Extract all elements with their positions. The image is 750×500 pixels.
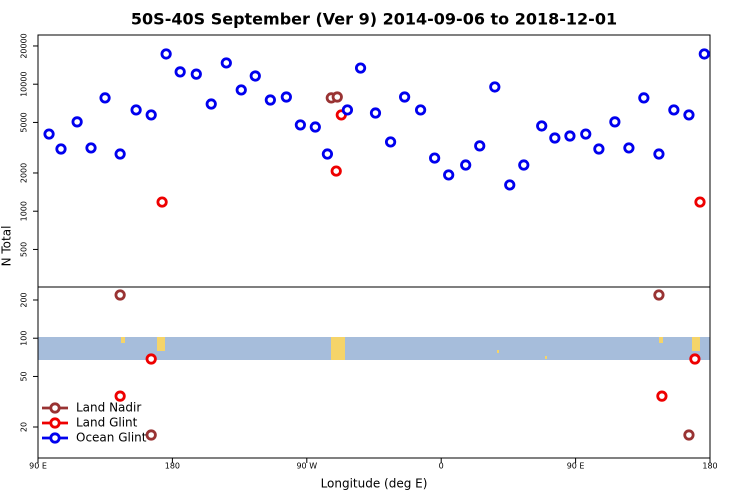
y-tick-label: 5000: [20, 112, 29, 132]
point: [414, 104, 427, 116]
x-tick-label: 90 W: [296, 462, 317, 471]
point: [623, 142, 635, 154]
y-tick-label: 50: [20, 371, 29, 381]
point: [160, 48, 172, 60]
point: [683, 429, 695, 441]
y-tick-label: 200: [20, 292, 29, 307]
point: [429, 152, 441, 164]
point: [55, 143, 67, 155]
x-tick-label: 0: [439, 462, 444, 471]
legend-marker: [49, 432, 61, 444]
point: [114, 148, 126, 160]
point: [220, 57, 232, 69]
point: [399, 91, 411, 103]
point: [460, 159, 472, 171]
point: [638, 92, 650, 104]
point: [43, 128, 55, 140]
point: [114, 289, 126, 301]
chart-title: 50S-40S September (Ver 9) 2014-09-06 to …: [131, 10, 617, 29]
point: [474, 140, 486, 152]
legend-label: Ocean Glint: [76, 431, 147, 445]
x-axis-label: Longitude (deg E): [321, 477, 428, 491]
point: [71, 116, 83, 128]
point: [668, 104, 680, 116]
point: [130, 104, 142, 116]
point: [653, 289, 665, 301]
y-tick-label: 500: [20, 242, 29, 257]
point: [330, 165, 342, 177]
point: [504, 179, 516, 191]
y-axis-label: N Total: [0, 226, 14, 267]
y-tick-label: 10000: [20, 71, 29, 96]
point: [683, 109, 695, 121]
y-tick-label: 1000: [20, 201, 29, 221]
point: [156, 196, 168, 208]
point: [656, 390, 668, 402]
ocean-band: [38, 337, 710, 360]
point: [99, 92, 111, 104]
point: [331, 91, 343, 103]
x-tick-label: 90 E: [567, 462, 585, 471]
y-tick-label: 100: [20, 331, 29, 346]
x-tick-label: 180: [165, 462, 180, 471]
point: [384, 136, 397, 148]
point: [698, 48, 710, 60]
point: [549, 132, 561, 144]
land-patches: [121, 337, 700, 360]
point: [145, 429, 157, 441]
point: [593, 143, 605, 155]
point: [518, 159, 530, 171]
point: [580, 128, 592, 140]
point: [235, 84, 247, 96]
point: [489, 81, 501, 93]
point: [280, 91, 292, 103]
point: [309, 121, 321, 133]
point: [205, 98, 217, 110]
legend-label: Land Glint: [76, 416, 138, 430]
point: [369, 107, 382, 119]
y-tick-label: 20000: [20, 33, 29, 58]
plot-frame: [37, 34, 711, 459]
x-tick-label: 90 E: [29, 462, 47, 471]
point: [653, 148, 665, 160]
point: [609, 116, 621, 128]
legend-label: Land Nadir: [76, 401, 141, 415]
legend-marker: [49, 402, 61, 414]
point: [145, 353, 157, 365]
point: [85, 142, 97, 154]
x-tick-label: 180: [702, 462, 717, 471]
point: [294, 119, 306, 131]
point: [190, 68, 202, 80]
point: [321, 148, 334, 160]
point: [689, 353, 701, 365]
point: [145, 109, 157, 121]
y-tick-label: 2000: [20, 163, 29, 183]
point: [249, 70, 261, 82]
point: [174, 66, 186, 78]
point: [564, 130, 576, 142]
point: [354, 62, 367, 74]
point: [264, 94, 276, 106]
point: [114, 390, 126, 402]
y-tick-label: 20: [20, 422, 29, 432]
point: [443, 169, 455, 181]
legend-marker: [49, 417, 61, 429]
point: [536, 120, 548, 132]
point: [341, 104, 354, 116]
point: [694, 196, 706, 208]
